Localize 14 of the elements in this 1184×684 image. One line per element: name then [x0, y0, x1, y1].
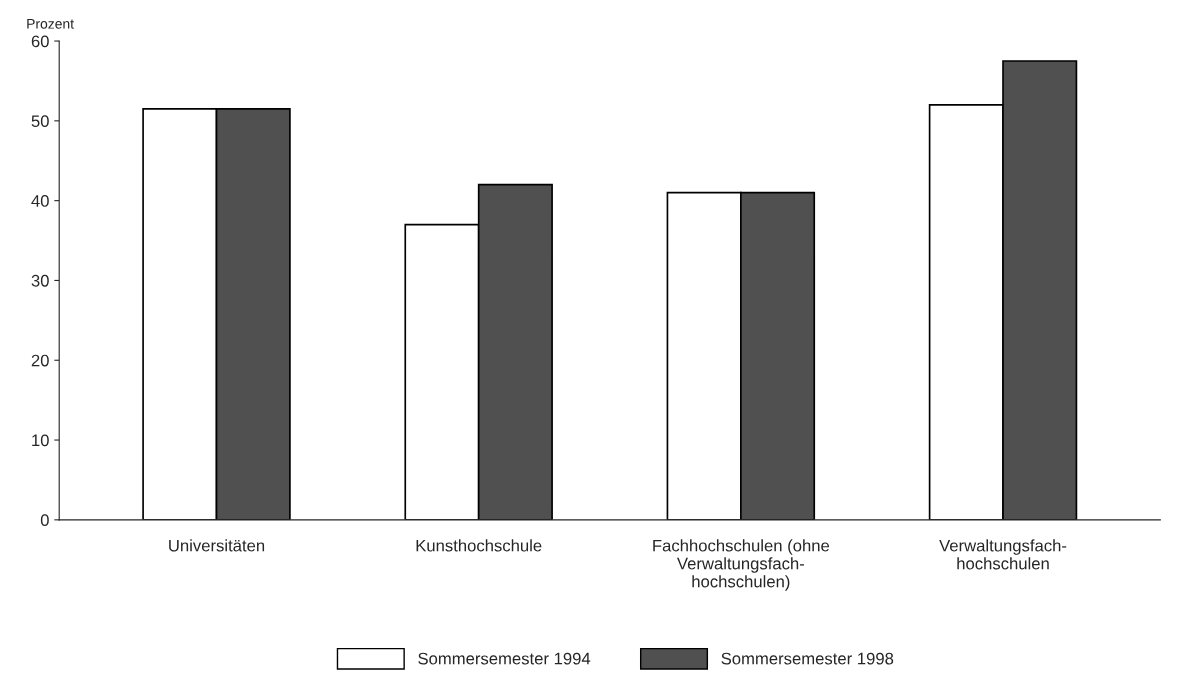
- x-tick-label: Kunsthochschule: [416, 539, 542, 552]
- y-tick-label: 40: [31, 195, 49, 207]
- x-tick-label: Universitäten: [169, 539, 265, 552]
- y-tick-label: 20: [31, 354, 49, 367]
- y-axis-title: Prozent: [27, 19, 74, 29]
- y-tick-label: 10: [32, 434, 49, 447]
- x-tick-label: Fachhochschulen (ohne Verwaltungsfach- hochschulen): [653, 539, 830, 591]
- y-tick-label: 60: [31, 35, 49, 48]
- x-tick-label: Verwaltungsfach- hochschulen: [939, 539, 1067, 570]
- legend-label: Sommersemester 1994: [418, 652, 591, 665]
- y-tick-label: 30: [31, 274, 49, 287]
- y-tick-label: 0: [40, 514, 49, 527]
- y-tick-label: 50: [31, 115, 49, 128]
- legend-label: Sommersemester 1998: [721, 652, 894, 665]
